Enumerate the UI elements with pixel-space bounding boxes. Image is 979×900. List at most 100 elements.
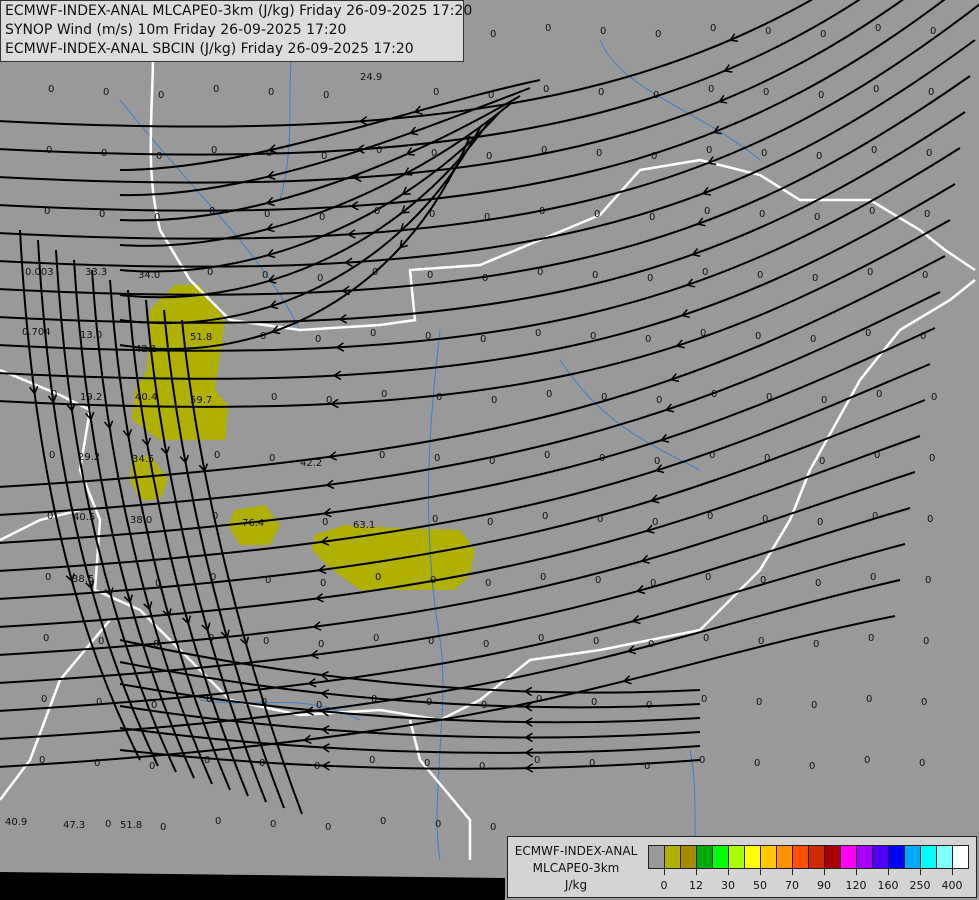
streamline-arrow — [321, 743, 330, 753]
streamline-arrow — [523, 702, 533, 712]
streamline-arrow — [320, 725, 330, 735]
station-value: 0 — [764, 453, 770, 464]
station-value: 0 — [105, 819, 111, 830]
legend-swatch — [889, 846, 905, 868]
legend-unit: J/kg — [564, 878, 588, 892]
station-value: 0 — [204, 755, 210, 766]
station-value: 0 — [655, 29, 661, 40]
station-value: 0 — [370, 328, 376, 339]
station-value: 0 — [816, 151, 822, 162]
station-value: 0 — [268, 87, 274, 98]
streamline-arrow — [329, 398, 339, 409]
station-value: 0.704 — [22, 327, 51, 338]
station-value: 0 — [373, 633, 379, 644]
station-value: 24.9 — [360, 72, 382, 83]
streamline — [0, 0, 905, 184]
streamline-arrow — [320, 707, 330, 717]
streamline — [0, 3, 979, 240]
streamline-arrow — [47, 394, 58, 404]
station-value: 0 — [601, 392, 607, 403]
station-value: 0 — [371, 694, 377, 705]
station-value: 0 — [924, 209, 930, 220]
streamline — [119, 705, 701, 739]
station-value: 0 — [99, 209, 105, 220]
streamline-arrow — [123, 594, 133, 604]
station-value: 0 — [207, 267, 213, 278]
legend-ticks: 0 12 30 50 70 90 120 160 250 400 — [648, 869, 968, 895]
streamline — [119, 79, 541, 171]
station-value: 0 — [103, 87, 109, 98]
streamline-arrow — [408, 126, 419, 136]
station-value: 0 — [51, 389, 57, 400]
station-value: 0 — [269, 453, 275, 464]
streamline-arrow — [305, 706, 315, 716]
legend-tick-mark — [728, 869, 729, 875]
streamline-arrow — [85, 411, 95, 421]
streamline-arrow — [524, 732, 533, 743]
streamline-arrow — [645, 524, 655, 534]
streamline — [19, 229, 141, 761]
station-value: 0 — [431, 148, 437, 159]
station-value: 0 — [923, 636, 929, 647]
streamline — [37, 239, 159, 767]
station-value: 0 — [810, 334, 816, 345]
streamline-arrow — [321, 761, 331, 771]
station-value: 0 — [490, 29, 496, 40]
legend-tick-mark — [888, 869, 889, 875]
streamline — [127, 289, 249, 797]
streamline — [119, 135, 471, 350]
station-value: 0 — [656, 395, 662, 406]
legend-swatch — [745, 846, 761, 868]
station-value: 0 — [479, 761, 485, 772]
station-value: 0 — [491, 395, 497, 406]
streamline-arrow — [524, 747, 534, 758]
station-value: 40.4 — [135, 392, 157, 403]
station-value: 0 — [871, 145, 877, 156]
station-value: 0 — [711, 389, 717, 400]
station-value: 0 — [708, 84, 714, 95]
station-value: 0 — [483, 639, 489, 650]
streamline — [0, 363, 931, 572]
station-value: 0 — [158, 90, 164, 101]
streamline — [0, 543, 906, 712]
station-value: 0 — [925, 575, 931, 586]
station-value: 0 — [270, 819, 276, 830]
streamline-arrow — [319, 536, 330, 546]
station-value: 0 — [538, 633, 544, 644]
station-value: 0 — [315, 334, 321, 345]
streamline-arrow — [728, 33, 739, 43]
legend-swatch — [809, 846, 825, 868]
legend-parameter: MLCAPE0-3km — [532, 861, 620, 875]
country-border — [0, 508, 81, 542]
station-value: 0 — [709, 450, 715, 461]
legend-tick-label: 30 — [721, 879, 735, 892]
streamline — [0, 507, 911, 684]
legend-swatch — [953, 846, 968, 868]
streamline — [55, 249, 177, 773]
station-value: 0 — [595, 575, 601, 586]
station-values: 24.90.003 33.3 34.00.704 13.042.151.819.2 40… — [5, 72, 382, 831]
streamline-arrow — [266, 248, 276, 259]
station-value: 0 — [264, 209, 270, 220]
station-value: 0 — [921, 697, 927, 708]
cape-area — [312, 525, 475, 590]
station-value: 0 — [865, 328, 871, 339]
station-value: 0 — [540, 572, 546, 583]
streamline-arrow — [413, 105, 423, 115]
streamline-arrow — [701, 186, 712, 196]
streamline-arrow — [403, 167, 413, 176]
streamline — [119, 119, 491, 299]
station-value: 0 — [597, 514, 603, 525]
station-value: 0 — [591, 697, 597, 708]
station-value: 0 — [817, 517, 823, 528]
station-value: 0 — [155, 578, 161, 589]
station-value: 0 — [215, 816, 221, 827]
station-value: 0 — [318, 639, 324, 650]
legend-swatch — [665, 846, 681, 868]
station-value: 0 — [214, 450, 220, 461]
legend-swatch — [697, 846, 713, 868]
station-value: 33.3 — [85, 267, 107, 278]
station-value: 0 — [811, 700, 817, 711]
map-edge — [0, 872, 505, 900]
streamline — [145, 299, 267, 803]
